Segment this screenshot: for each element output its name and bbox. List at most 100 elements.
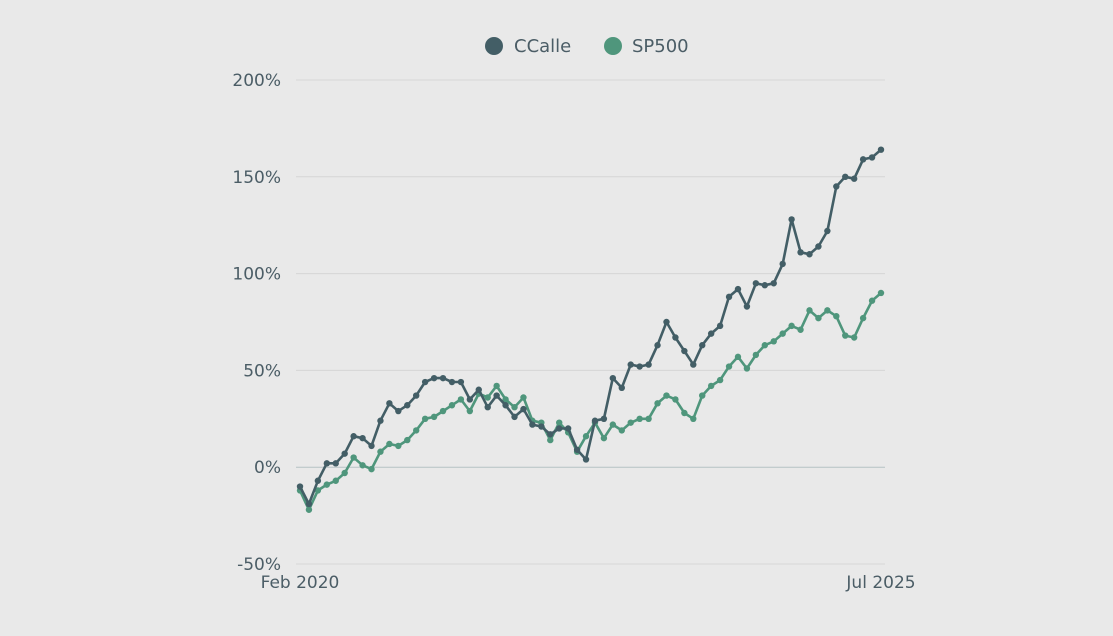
data-point-sp500[interactable] (305, 506, 313, 513)
data-point-ccalle[interactable] (386, 400, 393, 407)
data-point-ccalle[interactable] (850, 175, 858, 182)
data-point-sp500[interactable] (556, 419, 563, 426)
data-point-sp500[interactable] (547, 436, 554, 444)
data-point-sp500[interactable] (350, 454, 357, 461)
data-point-ccalle[interactable] (359, 434, 366, 442)
data-point-sp500[interactable] (627, 419, 634, 426)
data-point-ccalle[interactable] (502, 402, 509, 409)
data-point-sp500[interactable] (609, 421, 617, 428)
data-point-sp500[interactable] (314, 487, 322, 494)
data-point-ccalle[interactable] (439, 374, 447, 382)
data-point-sp500[interactable] (672, 396, 679, 403)
data-point-sp500[interactable] (806, 307, 813, 314)
data-point-ccalle[interactable] (582, 456, 590, 463)
data-point-sp500[interactable] (341, 469, 348, 477)
data-point-sp500[interactable] (448, 402, 456, 409)
data-point-ccalle[interactable] (824, 227, 831, 235)
data-point-sp500[interactable] (386, 440, 393, 448)
data-point-sp500[interactable] (681, 409, 688, 417)
data-point-ccalle[interactable] (493, 392, 500, 399)
data-point-sp500[interactable] (636, 415, 643, 422)
data-point-sp500[interactable] (752, 351, 760, 359)
data-point-ccalle[interactable] (573, 446, 581, 453)
data-point-sp500[interactable] (779, 330, 786, 337)
data-point-ccalle[interactable] (734, 285, 742, 293)
data-point-sp500[interactable] (797, 326, 804, 333)
data-point-ccalle[interactable] (520, 405, 527, 413)
data-point-ccalle[interactable] (806, 251, 813, 258)
data-point-ccalle[interactable] (413, 392, 420, 399)
data-point-ccalle[interactable] (341, 450, 348, 457)
data-point-sp500[interactable] (690, 415, 697, 422)
data-point-sp500[interactable] (788, 322, 795, 330)
data-point-ccalle[interactable] (475, 386, 482, 393)
data-point-sp500[interactable] (842, 332, 849, 339)
data-point-sp500[interactable] (439, 407, 447, 415)
data-point-ccalle[interactable] (556, 425, 563, 432)
data-point-ccalle[interactable] (681, 347, 688, 355)
data-point-sp500[interactable] (457, 396, 465, 403)
data-point-sp500[interactable] (824, 307, 831, 314)
data-point-sp500[interactable] (395, 442, 402, 450)
data-point-ccalle[interactable] (797, 249, 804, 256)
data-point-ccalle[interactable] (421, 378, 429, 386)
data-point-sp500[interactable] (707, 382, 715, 390)
data-point-sp500[interactable] (645, 415, 652, 422)
data-point-sp500[interactable] (359, 462, 366, 469)
data-point-sp500[interactable] (770, 338, 777, 345)
data-point-ccalle[interactable] (466, 396, 474, 403)
data-point-ccalle[interactable] (645, 361, 652, 368)
data-point-ccalle[interactable] (377, 417, 384, 424)
data-point-ccalle[interactable] (743, 303, 751, 310)
data-point-sp500[interactable] (654, 400, 661, 407)
data-point-ccalle[interactable] (591, 417, 599, 424)
data-point-ccalle[interactable] (395, 407, 402, 415)
data-point-ccalle[interactable] (323, 460, 331, 467)
data-point-sp500[interactable] (716, 376, 724, 384)
data-point-sp500[interactable] (502, 396, 509, 403)
data-point-ccalle[interactable] (305, 500, 313, 508)
data-point-sp500[interactable] (833, 312, 840, 320)
data-point-sp500[interactable] (368, 465, 375, 473)
data-point-sp500[interactable] (743, 365, 751, 372)
data-point-ccalle[interactable] (368, 442, 375, 450)
data-point-ccalle[interactable] (529, 421, 536, 428)
data-point-sp500[interactable] (618, 427, 625, 434)
data-point-ccalle[interactable] (716, 322, 724, 330)
data-point-ccalle[interactable] (815, 243, 822, 250)
data-point-sp500[interactable] (725, 363, 733, 370)
data-point-ccalle[interactable] (654, 342, 661, 349)
data-point-sp500[interactable] (815, 314, 822, 322)
data-point-ccalle[interactable] (859, 156, 867, 163)
data-point-sp500[interactable] (734, 353, 742, 361)
data-point-sp500[interactable] (663, 392, 670, 399)
data-point-ccalle[interactable] (609, 374, 617, 382)
data-point-ccalle[interactable] (636, 363, 643, 370)
data-point-ccalle[interactable] (725, 293, 733, 301)
data-point-ccalle[interactable] (538, 423, 545, 430)
data-point-sp500[interactable] (868, 297, 876, 304)
data-point-ccalle[interactable] (779, 260, 786, 268)
data-point-ccalle[interactable] (457, 378, 465, 386)
data-point-sp500[interactable] (511, 403, 518, 411)
data-point-ccalle[interactable] (627, 361, 634, 368)
data-point-sp500[interactable] (877, 289, 885, 297)
data-point-ccalle[interactable] (448, 378, 456, 386)
data-point-sp500[interactable] (421, 415, 429, 422)
data-point-ccalle[interactable] (842, 173, 849, 180)
data-point-ccalle[interactable] (770, 280, 777, 287)
data-point-ccalle[interactable] (761, 282, 768, 289)
data-point-sp500[interactable] (600, 434, 608, 442)
data-point-sp500[interactable] (484, 394, 491, 401)
data-point-ccalle[interactable] (511, 413, 518, 421)
data-point-ccalle[interactable] (600, 415, 608, 422)
data-point-ccalle[interactable] (618, 384, 625, 392)
data-point-ccalle[interactable] (788, 216, 795, 223)
data-point-sp500[interactable] (761, 342, 768, 349)
data-point-sp500[interactable] (859, 314, 867, 322)
data-point-ccalle[interactable] (752, 280, 760, 287)
data-point-sp500[interactable] (377, 448, 384, 455)
data-point-ccalle[interactable] (484, 403, 491, 411)
data-point-ccalle[interactable] (404, 402, 411, 409)
data-point-sp500[interactable] (323, 481, 331, 488)
